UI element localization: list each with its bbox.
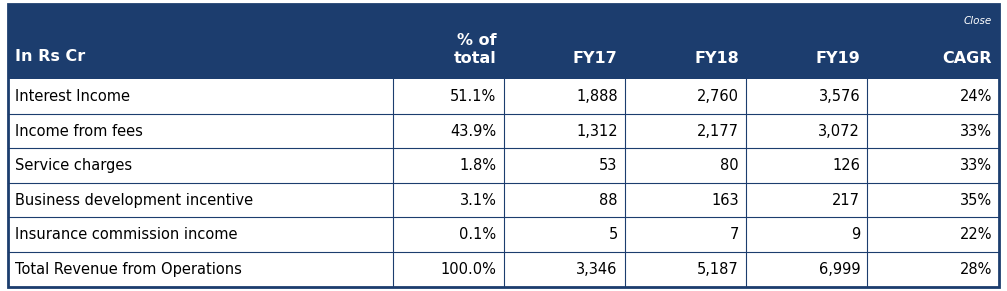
Text: 0.1%: 0.1%	[459, 227, 496, 242]
Text: 24%: 24%	[960, 89, 992, 104]
Text: 5,187: 5,187	[697, 262, 739, 277]
Text: 3,072: 3,072	[819, 124, 860, 139]
Text: 7: 7	[729, 227, 739, 242]
Text: 28%: 28%	[960, 262, 992, 277]
Text: CAGR: CAGR	[943, 51, 992, 66]
Text: Service charges: Service charges	[15, 158, 132, 173]
Text: 2,760: 2,760	[697, 89, 739, 104]
Bar	[8, 148, 999, 183]
Text: Total Revenue from Operations: Total Revenue from Operations	[15, 262, 242, 277]
Text: FY17: FY17	[573, 51, 617, 66]
Text: 80: 80	[720, 158, 739, 173]
Text: 1,888: 1,888	[576, 89, 617, 104]
Text: 33%: 33%	[960, 124, 992, 139]
Text: 1,312: 1,312	[576, 124, 617, 139]
Text: 88: 88	[599, 193, 617, 208]
Bar	[8, 4, 999, 79]
Text: 5: 5	[608, 227, 617, 242]
Text: 100.0%: 100.0%	[441, 262, 496, 277]
Text: 9: 9	[851, 227, 860, 242]
Text: 22%: 22%	[960, 227, 992, 242]
Text: Close: Close	[964, 16, 992, 26]
Bar	[8, 252, 999, 287]
Text: 126: 126	[832, 158, 860, 173]
Bar	[8, 217, 999, 252]
Text: Business development incentive: Business development incentive	[15, 193, 253, 208]
Text: 3,346: 3,346	[576, 262, 617, 277]
Text: 33%: 33%	[960, 158, 992, 173]
Text: Income from fees: Income from fees	[15, 124, 143, 139]
Text: FY19: FY19	[816, 51, 860, 66]
Text: Interest Income: Interest Income	[15, 89, 130, 104]
Text: In Rs Cr: In Rs Cr	[15, 49, 86, 64]
Text: Insurance commission income: Insurance commission income	[15, 227, 238, 242]
Text: 163: 163	[711, 193, 739, 208]
Bar	[8, 79, 999, 114]
Text: % of
total: % of total	[454, 33, 496, 66]
Text: 3,576: 3,576	[819, 89, 860, 104]
Text: 217: 217	[832, 193, 860, 208]
Text: 35%: 35%	[960, 193, 992, 208]
Text: 53: 53	[599, 158, 617, 173]
Text: 2,177: 2,177	[697, 124, 739, 139]
Text: 3.1%: 3.1%	[459, 193, 496, 208]
Bar	[8, 183, 999, 217]
Bar	[8, 114, 999, 148]
Text: 43.9%: 43.9%	[450, 124, 496, 139]
Text: 6,999: 6,999	[819, 262, 860, 277]
Text: 51.1%: 51.1%	[450, 89, 496, 104]
Text: 1.8%: 1.8%	[459, 158, 496, 173]
Text: FY18: FY18	[694, 51, 739, 66]
